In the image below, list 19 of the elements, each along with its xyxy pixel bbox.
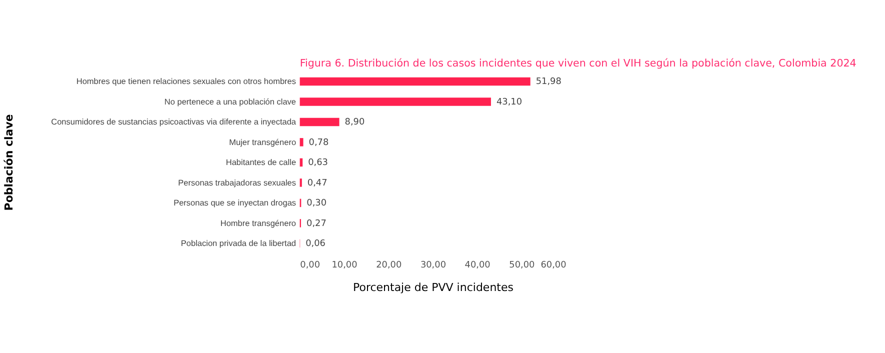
data-label: 43,10 xyxy=(496,97,522,108)
x-tick-label: 0,00 xyxy=(300,260,320,271)
chart-title: Figura 6. Distribución de los casos incidentes que viven con el VIH según la población clave, Colombia 2024 xyxy=(300,58,856,70)
x-tick-label: 30,00 xyxy=(420,260,446,271)
x-axis-title: Porcentaje de PVV incidentes xyxy=(352,281,514,294)
data-label: 0,63 xyxy=(308,158,328,168)
data-label: 0,30 xyxy=(306,198,327,209)
data-label: 8,90 xyxy=(344,118,365,128)
x-tick-label: 10,00 xyxy=(332,260,358,271)
data-label: 0,78 xyxy=(308,138,329,148)
data-label: 0,47 xyxy=(307,178,328,188)
y-axis-title: Población clave xyxy=(2,114,16,211)
data-label: 51,98 xyxy=(536,77,562,88)
x-tick-label: 50,00 xyxy=(509,260,536,271)
data-label: 0,27 xyxy=(306,218,326,229)
x-tick-label: 40,00 xyxy=(464,260,491,271)
data-label: 0,06 xyxy=(306,239,326,250)
x-tick-label: 60,00 xyxy=(540,260,567,271)
x-tick-label: 20,00 xyxy=(376,260,402,271)
